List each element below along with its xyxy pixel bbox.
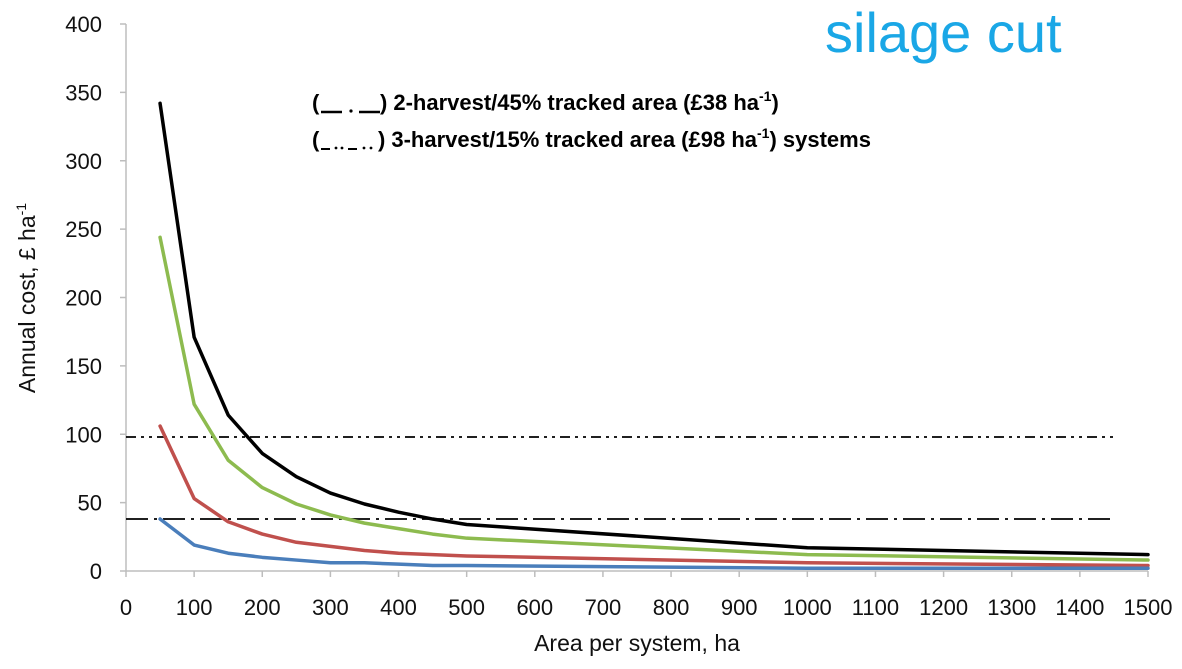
x-tick-label: 200 <box>244 595 281 620</box>
y-tick-label: 100 <box>65 422 102 447</box>
annotation-1-tail: ) <box>771 90 778 115</box>
annotation-2-open: ( <box>312 127 320 152</box>
y-axis-title: Annual cost, £ ha-1 <box>13 203 40 393</box>
series-line <box>158 101 1150 557</box>
annotation-2-sup: -1 <box>757 125 770 141</box>
x-tick-label: 900 <box>721 595 758 620</box>
annotation-line-1: ( <box>312 90 320 115</box>
annotation-1-close: ) <box>380 90 387 115</box>
annotation-2-dot-sample-a <box>334 146 338 150</box>
x-tick-label: 500 <box>448 595 485 620</box>
y-tick-label: 300 <box>65 149 102 174</box>
series-line <box>158 424 1150 568</box>
annotation-line-1-body: ) 2-harvest/45% tracked area (£38 ha-1) <box>380 88 779 115</box>
x-tick-label: 1500 <box>1124 595 1173 620</box>
x-tick-label: 100 <box>176 595 213 620</box>
annotation-block: ( ) 2-harvest/45% tracked area (£38 ha-1)… <box>312 88 871 152</box>
x-axis: 0 100 200 300 400 500 600 700 800 900 1000 1100 1200… <box>120 570 1173 656</box>
series-line <box>158 517 1150 571</box>
x-tick-label: 300 <box>312 595 349 620</box>
y-tick-label: 50 <box>78 491 102 516</box>
y-tick-label: 200 <box>65 286 102 311</box>
x-tick-label: 800 <box>653 595 690 620</box>
reference-lines <box>126 436 1114 520</box>
series-lines <box>158 101 1150 571</box>
y-axis-title-sup: -1 <box>13 203 29 216</box>
annotation-2-dot-sample-b <box>340 146 344 150</box>
x-tick-label: 600 <box>516 595 553 620</box>
annotation-line-2-body: ) 3-harvest/15% tracked area (£98 ha-1) s… <box>378 125 871 152</box>
x-tick-label: 1400 <box>1055 595 1104 620</box>
annotation-2-tail: ) systems <box>769 127 871 152</box>
annotation-1-text: 2-harvest/45% tracked area (£38 ha <box>393 90 759 115</box>
y-tick-label: 400 <box>65 12 102 37</box>
y-axis: 0 50 100 150 200 250 300 350 400 Annual cost, £ … <box>13 12 127 584</box>
annotation-2-dot-sample-c <box>362 146 366 150</box>
series-line <box>158 235 1150 562</box>
annotation-2-text: 3-harvest/15% tracked area (£98 ha <box>391 127 757 152</box>
x-tick-label: 400 <box>380 595 417 620</box>
y-tick-label: 350 <box>65 80 102 105</box>
banner-title: silage cut <box>825 1 1062 64</box>
x-tick-label: 1300 <box>987 595 1036 620</box>
x-tick-label: 1200 <box>919 595 968 620</box>
annotation-1-sup: -1 <box>759 88 772 104</box>
x-tick-label: 1000 <box>783 595 832 620</box>
y-tick-label: 250 <box>65 217 102 242</box>
annotation-2-dot-sample-d <box>369 146 373 150</box>
y-ticks: 0 50 100 150 200 250 300 350 400 <box>65 12 126 584</box>
annotation-line-2: ( <box>312 127 320 152</box>
annotation-1-dot-sample <box>349 109 353 113</box>
y-tick-label: 150 <box>65 354 102 379</box>
x-tick-label: 0 <box>120 595 132 620</box>
x-tick-label: 700 <box>585 595 622 620</box>
x-axis-title: Area per system, ha <box>534 630 740 656</box>
annotation-2-close: ) <box>378 127 385 152</box>
y-tick-label: 0 <box>90 559 102 584</box>
x-ticks: 0 100 200 300 400 500 600 700 800 900 1000 1100 1200… <box>120 571 1173 620</box>
x-tick-label: 1100 <box>852 595 899 620</box>
annotation-1-open: ( <box>312 90 320 115</box>
y-axis-title-text: Annual cost, £ ha <box>14 215 40 393</box>
